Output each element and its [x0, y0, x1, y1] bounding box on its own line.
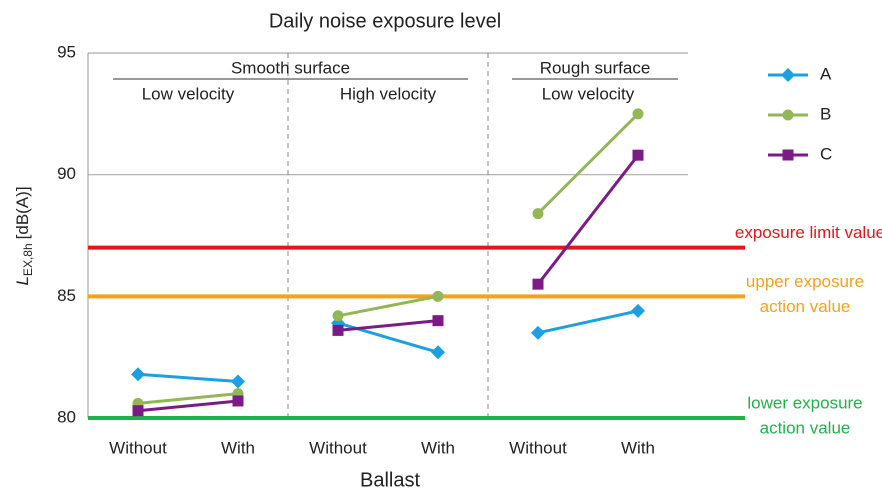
marker [431, 345, 445, 360]
super-group-label: Smooth surface [231, 58, 350, 77]
marker [132, 405, 144, 417]
series-segment [337, 319, 439, 332]
reference-label: lower exposure [747, 393, 862, 412]
y-label-main: L [13, 276, 32, 285]
marker [332, 310, 344, 322]
marker [332, 324, 344, 336]
x-tick-label: With [221, 438, 255, 457]
legend-label: A [820, 64, 832, 83]
reference-label: action value [760, 418, 851, 437]
y-label-sub: EX,8h [21, 243, 35, 276]
marker [632, 149, 644, 161]
reference-label: exposure limit value [735, 223, 882, 242]
marker [232, 395, 244, 407]
y-tick-label: 90 [57, 164, 76, 183]
series-segment [137, 372, 239, 383]
series-segment [537, 309, 639, 335]
y-tick-label: 95 [57, 42, 76, 61]
marker [531, 325, 545, 340]
marker [231, 374, 245, 389]
marker [131, 367, 145, 382]
series-segment [536, 112, 640, 215]
x-tick-label: Without [509, 438, 567, 457]
group-label: Low velocity [142, 84, 235, 103]
legend-label: B [820, 104, 831, 123]
group-label: Low velocity [542, 84, 635, 103]
marker [432, 315, 444, 327]
series-segment [536, 154, 640, 286]
reference-label: action value [760, 297, 851, 316]
marker [782, 149, 794, 161]
x-tick-label: With [421, 438, 455, 457]
group-label: High velocity [340, 84, 437, 103]
x-axis-label: Ballast [360, 469, 420, 491]
marker [532, 278, 544, 290]
series-segment [137, 399, 239, 413]
x-tick-label: Without [309, 438, 367, 457]
y-tick-label: 80 [57, 407, 76, 426]
marker [532, 208, 544, 220]
marker [782, 109, 794, 121]
marker [432, 290, 444, 302]
series-segment [337, 294, 439, 318]
marker [632, 108, 644, 120]
super-group-label: Rough surface [540, 58, 651, 77]
x-tick-label: With [621, 438, 655, 457]
y-tick-label: 85 [57, 286, 76, 305]
y-axis-label: LEX,8h [dB(A)] [13, 186, 35, 285]
chart-title: Daily noise exposure level [269, 10, 501, 32]
marker [781, 68, 795, 82]
reference-label: upper exposure [746, 272, 864, 291]
y-label-unit: [dB(A)] [13, 186, 32, 239]
legend-label: C [820, 144, 832, 163]
series-segment [137, 392, 239, 405]
marker [631, 303, 645, 318]
x-tick-label: Without [109, 438, 167, 457]
